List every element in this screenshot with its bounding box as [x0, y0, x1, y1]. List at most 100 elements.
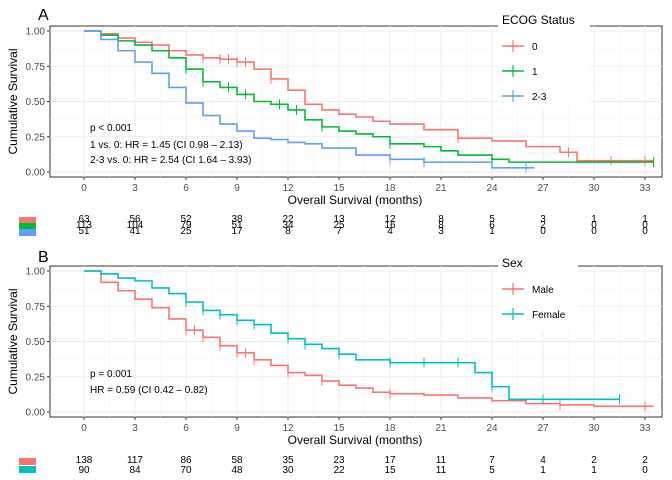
risk-table-value: 38 — [231, 214, 243, 225]
y-axis-title: Cumulative Survival — [6, 48, 20, 154]
risk-table-value: 41 — [129, 226, 141, 237]
x-tick-label: 9 — [234, 423, 240, 434]
x-tick-label: 3 — [132, 423, 138, 434]
x-tick-label: 12 — [282, 183, 294, 194]
stat-annotation: 2-3 vs. 0: HR = 2.54 (CI 1.64 – 3.93) — [90, 155, 251, 166]
risk-table-value: 25 — [180, 226, 192, 237]
risk-table-value: 4 — [540, 455, 546, 466]
stat-annotation: p < 0.001 — [90, 123, 132, 134]
stat-annotation: p = 0.001 — [90, 369, 132, 380]
x-tick-label: 9 — [234, 183, 240, 194]
chart-panel-b: 0 3 6 9 12 15 18 21 24 27 30 330.000.250.500.751.00… — [6, 249, 663, 476]
panel-label: A — [38, 7, 49, 24]
y-tick-label: 0.75 — [26, 302, 46, 313]
chart-panel-a: 0 3 6 9 12 15 18 21 24 27 30 330.000.250.500.751.00… — [6, 7, 663, 237]
stat-annotation: HR = 0.59 (CI 0.42 – 0.82) — [90, 385, 208, 396]
risk-table-value: 2 — [540, 220, 546, 231]
risk-table-value: 15 — [384, 465, 396, 476]
risk-table-value: 7 — [489, 455, 495, 466]
risk-table-value: 4 — [387, 226, 393, 237]
risk-table-value: 22 — [282, 214, 294, 225]
risk-table-value: 1 — [591, 214, 597, 225]
x-tick-label: 12 — [282, 423, 294, 434]
risk-table-value: 56 — [129, 214, 141, 225]
risk-table-value: 0 — [642, 465, 648, 476]
x-tick-label: 30 — [588, 183, 600, 194]
risk-table-value: 5 — [489, 465, 495, 476]
risk-table-value: 13 — [333, 214, 345, 225]
risk-table-value: 86 — [180, 455, 192, 466]
risk-table-value: 51 — [78, 226, 90, 237]
x-axis-title: Overall Survival (months) — [288, 193, 423, 207]
y-tick-label: 0.50 — [26, 337, 46, 348]
x-tick-label: 33 — [639, 183, 651, 194]
risk-table-value: 25 — [333, 220, 345, 231]
risk-table-value: 6 — [489, 220, 495, 231]
risk-table-value: 8 — [438, 214, 444, 225]
risk-table-value: 3 — [540, 214, 546, 225]
risk-table-value: 22 — [333, 465, 345, 476]
risk-table-value: 70 — [180, 465, 192, 476]
risk-table-swatch — [19, 229, 36, 236]
risk-table-value: 0 — [642, 226, 648, 237]
risk-table-value: 16 — [384, 220, 396, 231]
panel-label: B — [38, 249, 49, 266]
legend-label: 2-3 — [532, 92, 547, 103]
y-tick-label: 0.50 — [26, 97, 46, 108]
risk-table-value: 113 — [76, 220, 92, 231]
risk-table-value: 63 — [78, 214, 90, 225]
legend-title: ECOG Status — [502, 13, 575, 27]
risk-table-value: 90 — [78, 465, 90, 476]
y-tick-label: 0.25 — [26, 372, 46, 383]
y-tick-label: 0.25 — [26, 132, 46, 143]
risk-table-value: 17 — [231, 226, 243, 237]
risk-table-value: 8 — [285, 226, 291, 237]
x-tick-label: 21 — [435, 423, 447, 434]
x-tick-label: 27 — [537, 423, 549, 434]
risk-table-value: 58 — [231, 455, 243, 466]
risk-table-value: 79 — [180, 220, 192, 231]
risk-table-value: 2 — [591, 455, 597, 466]
y-tick-label: 0.00 — [26, 168, 46, 179]
survival-curve-0 — [84, 30, 654, 162]
y-tick-label: 1.00 — [26, 267, 46, 278]
legend-label: Male — [532, 285, 554, 296]
risk-table-value: 11 — [436, 455, 447, 466]
risk-table-value: 138 — [76, 455, 93, 466]
y-tick-label: 0.75 — [26, 62, 46, 73]
risk-table-value: 52 — [180, 214, 192, 225]
legend-box — [498, 255, 578, 330]
risk-table-value: 2 — [642, 455, 648, 466]
risk-table-value: 23 — [333, 455, 345, 466]
risk-table-swatch — [19, 223, 36, 230]
y-tick-label: 1.00 — [26, 27, 46, 38]
x-tick-label: 6 — [183, 183, 189, 194]
risk-table-value: 7 — [336, 226, 342, 237]
risk-table-value: 1 — [642, 214, 648, 225]
risk-table-value: 1 — [591, 465, 597, 476]
legend-title: Sex — [502, 256, 523, 270]
survival-curve-1 — [84, 30, 654, 163]
x-tick-label: 15 — [333, 183, 345, 194]
survival-curve-2-3 — [84, 30, 535, 169]
legend-label: 0 — [532, 42, 538, 53]
risk-table-value: 35 — [282, 455, 294, 466]
risk-table-value: 8 — [438, 220, 444, 231]
x-tick-label: 0 — [81, 423, 87, 434]
x-tick-label: 21 — [435, 183, 447, 194]
x-tick-label: 18 — [384, 423, 396, 434]
y-tick-label: 0.00 — [26, 408, 46, 419]
y-axis-title: Cumulative Survival — [6, 288, 20, 394]
risk-table-value: 11 — [436, 465, 447, 476]
risk-table-value: 48 — [231, 465, 243, 476]
risk-table-swatch — [19, 458, 36, 465]
x-tick-label: 24 — [486, 183, 498, 194]
risk-table-value: 5 — [489, 214, 495, 225]
risk-table-swatch — [19, 217, 36, 224]
x-tick-label: 33 — [639, 423, 651, 434]
x-tick-label: 3 — [132, 183, 138, 194]
risk-table-value: 104 — [127, 220, 144, 231]
risk-table-value: 51 — [231, 220, 243, 231]
risk-table-value: 117 — [127, 455, 143, 466]
risk-table-value: 3 — [438, 226, 444, 237]
